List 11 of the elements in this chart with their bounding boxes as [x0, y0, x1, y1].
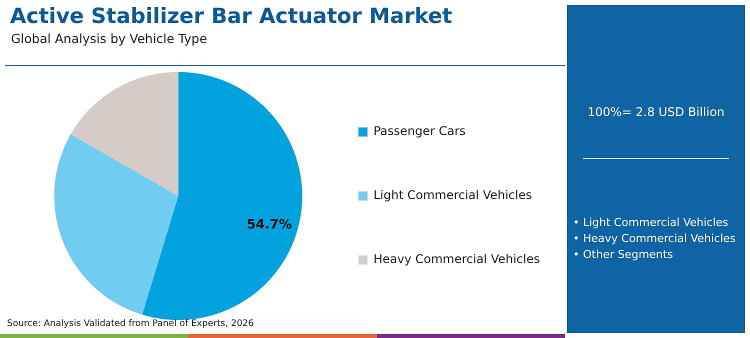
- legend-label: Light Commercial Vehicles: [373, 188, 532, 202]
- data-label: 54.7%: [246, 217, 292, 232]
- legend-label: Passenger Cars: [373, 124, 466, 138]
- text: • Other Segments: [573, 247, 674, 263]
- text: • Light Commercial Vehicles: [573, 215, 730, 231]
- chart-subtitle: Global Analysis by Vehicle Type: [11, 31, 208, 46]
- text: 100%= 2.8 USD Billion: [586, 105, 726, 119]
- text: • Heavy Commercial Vehicles: [573, 231, 736, 247]
- legend-label: Heavy Commercial Vehicles: [373, 252, 540, 266]
- chart-title: Active Stabilizer Bar Actuator Market: [10, 4, 452, 28]
- source-note: Source: Analysis Validated from Panel of Experts, 2026: [7, 319, 254, 329]
